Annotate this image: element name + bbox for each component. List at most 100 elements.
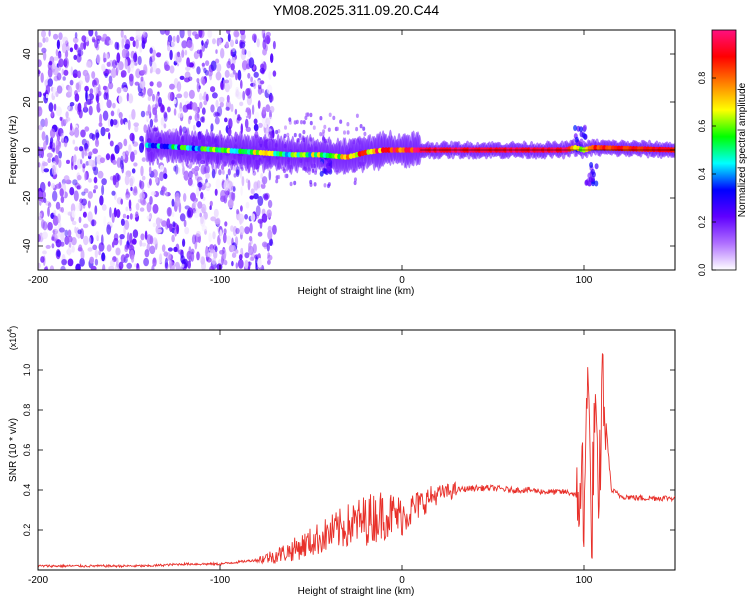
spectrogram-noise-blob bbox=[42, 250, 47, 255]
spectrogram-noise-blob bbox=[327, 127, 331, 132]
spectrogram-noise-blob bbox=[339, 119, 343, 124]
spectrogram-noise-blob bbox=[51, 236, 55, 241]
spectrogram-noise-blob bbox=[89, 235, 94, 244]
spectrogram-noise-blob bbox=[179, 213, 186, 222]
colorbar-gradient bbox=[711, 29, 737, 271]
spectrogram-noise-blob bbox=[309, 182, 313, 187]
spectrogram-noise-blob bbox=[47, 157, 52, 163]
spectrogram-noise-blob bbox=[60, 83, 65, 91]
spectrogram-noise-blob bbox=[226, 30, 231, 34]
x-tick-label: 100 bbox=[576, 275, 593, 286]
spectrogram-noise-blob bbox=[204, 228, 207, 235]
spectrogram-noise-blob bbox=[234, 108, 238, 115]
x-tick-label: -200 bbox=[28, 575, 48, 586]
spectrogram-noise-blob bbox=[241, 176, 245, 187]
spectrogram-noise-blob bbox=[255, 205, 261, 217]
spectrogram-noise-blob bbox=[41, 30, 46, 38]
spectrogram-noise-blob bbox=[159, 30, 166, 35]
spectrogram-noise-blob bbox=[71, 210, 76, 218]
spectrogram-noise-blob bbox=[261, 30, 266, 39]
spectrogram-noise-blob bbox=[210, 60, 217, 72]
spectrogram-noise-blob bbox=[41, 131, 46, 141]
spectrogram-noise-blob bbox=[97, 170, 104, 179]
spectrogram-noise-blob bbox=[98, 250, 101, 256]
spectrogram-noise-blob bbox=[69, 102, 75, 107]
spectrogram-spread-blob bbox=[594, 163, 599, 170]
spectrogram-noise-blob bbox=[187, 177, 193, 186]
spectrogram-noise-blob bbox=[163, 111, 168, 119]
spectrogram-noise-blob bbox=[172, 35, 176, 43]
spectrogram-noise-blob bbox=[121, 38, 125, 49]
spectrogram-noise-blob bbox=[216, 263, 223, 270]
spectrogram-noise-blob bbox=[123, 138, 128, 147]
spectrogram-noise-blob bbox=[189, 115, 192, 121]
spectrogram-noise-blob bbox=[206, 39, 209, 45]
spectrogram-noise-blob bbox=[152, 169, 158, 178]
spectrogram-noise-blob bbox=[44, 265, 49, 270]
spectrogram-noise-blob bbox=[186, 39, 193, 49]
spectrogram-noise-blob bbox=[191, 102, 198, 111]
spectrogram-noise-blob bbox=[160, 104, 165, 113]
spectrogram-noise-blob bbox=[240, 79, 243, 89]
spectrogram-noise-blob bbox=[201, 203, 207, 214]
spectrogram-noise-blob bbox=[264, 123, 267, 128]
y-tick-label: 0.8 bbox=[22, 404, 32, 417]
spectrogram-noise-blob bbox=[302, 129, 306, 135]
spectrogram-noise-blob bbox=[106, 224, 112, 235]
spectrogram-noise-blob bbox=[87, 247, 93, 252]
spectrogram-noise-blob bbox=[149, 56, 153, 67]
spectrogram-noise-blob bbox=[175, 167, 181, 174]
spectrogram-noise-blob bbox=[104, 72, 108, 78]
spectrogram-noise-blob bbox=[57, 52, 62, 59]
spectrogram-noise-blob bbox=[260, 179, 266, 185]
spectrogram-noise-blob bbox=[226, 60, 231, 69]
spectrogram-noise-blob bbox=[164, 257, 168, 269]
spectrogram-noise-blob bbox=[261, 176, 268, 185]
spectrogram-noise-blob bbox=[268, 170, 272, 181]
spectrogram-noise-blob bbox=[68, 242, 72, 248]
spectrogram-noise-blob bbox=[38, 162, 41, 168]
spectrogram-noise-blob bbox=[227, 168, 231, 176]
spectrogram-spread-blob bbox=[574, 136, 579, 143]
spectrogram-noise-blob bbox=[230, 49, 233, 57]
spectrogram-noise-blob bbox=[82, 211, 87, 218]
spectrogram-noise-blob bbox=[42, 231, 48, 240]
spectrogram-noise-blob bbox=[231, 260, 234, 267]
spectrogram-noise-blob bbox=[187, 30, 192, 38]
colorbar-tick-label: 0.8 bbox=[697, 72, 707, 85]
spectrogram-noise-blob bbox=[207, 252, 212, 258]
spectrogram-noise-blob bbox=[257, 218, 264, 224]
spectrogram-noise-blob bbox=[196, 78, 200, 83]
spectrogram-noise-blob bbox=[66, 235, 73, 243]
spectrogram-noise-blob bbox=[59, 188, 64, 197]
spectrogram-noise-blob bbox=[159, 171, 164, 182]
spectrogram-noise-blob bbox=[51, 183, 56, 189]
spectrogram-noise-blob bbox=[41, 47, 47, 54]
spectrogram-noise-blob bbox=[245, 201, 250, 209]
spectrogram-noise-blob bbox=[92, 166, 97, 171]
spectrogram-noise-blob bbox=[99, 157, 105, 164]
spectrogram-noise-blob bbox=[88, 151, 93, 156]
spectrogram-noise-blob bbox=[122, 151, 126, 160]
y-tick-label: 20 bbox=[22, 96, 33, 108]
spectrogram-noise-blob bbox=[257, 195, 264, 207]
spectrogram-noise-blob bbox=[65, 111, 69, 119]
spectrogram-noise-blob bbox=[47, 206, 50, 217]
spectrogram-noise-blob bbox=[52, 190, 58, 202]
spectrogram-noise-blob bbox=[88, 105, 93, 116]
spectrogram-noise-blob bbox=[143, 257, 150, 267]
spectrogram-noise-blob bbox=[98, 242, 105, 252]
spectrogram-noise-blob bbox=[183, 193, 187, 202]
spectrogram-noise-blob bbox=[289, 181, 293, 187]
spectrogram-noise-blob bbox=[142, 31, 147, 38]
spectrogram-noise-blob bbox=[141, 139, 145, 150]
spectrogram-noise-blob bbox=[149, 81, 154, 87]
spectrogram-noise-blob bbox=[135, 202, 140, 211]
spectrogram-noise-blob bbox=[149, 196, 153, 205]
spectrogram-noise-blob bbox=[244, 214, 249, 220]
spectrogram-noise-blob bbox=[265, 31, 271, 38]
spectrogram-noise-blob bbox=[53, 56, 59, 61]
spectrogram-y-label: Frequency (Hz) bbox=[8, 116, 19, 185]
spectrogram-noise-blob bbox=[139, 207, 145, 212]
spectrogram-noise-blob bbox=[74, 127, 80, 138]
